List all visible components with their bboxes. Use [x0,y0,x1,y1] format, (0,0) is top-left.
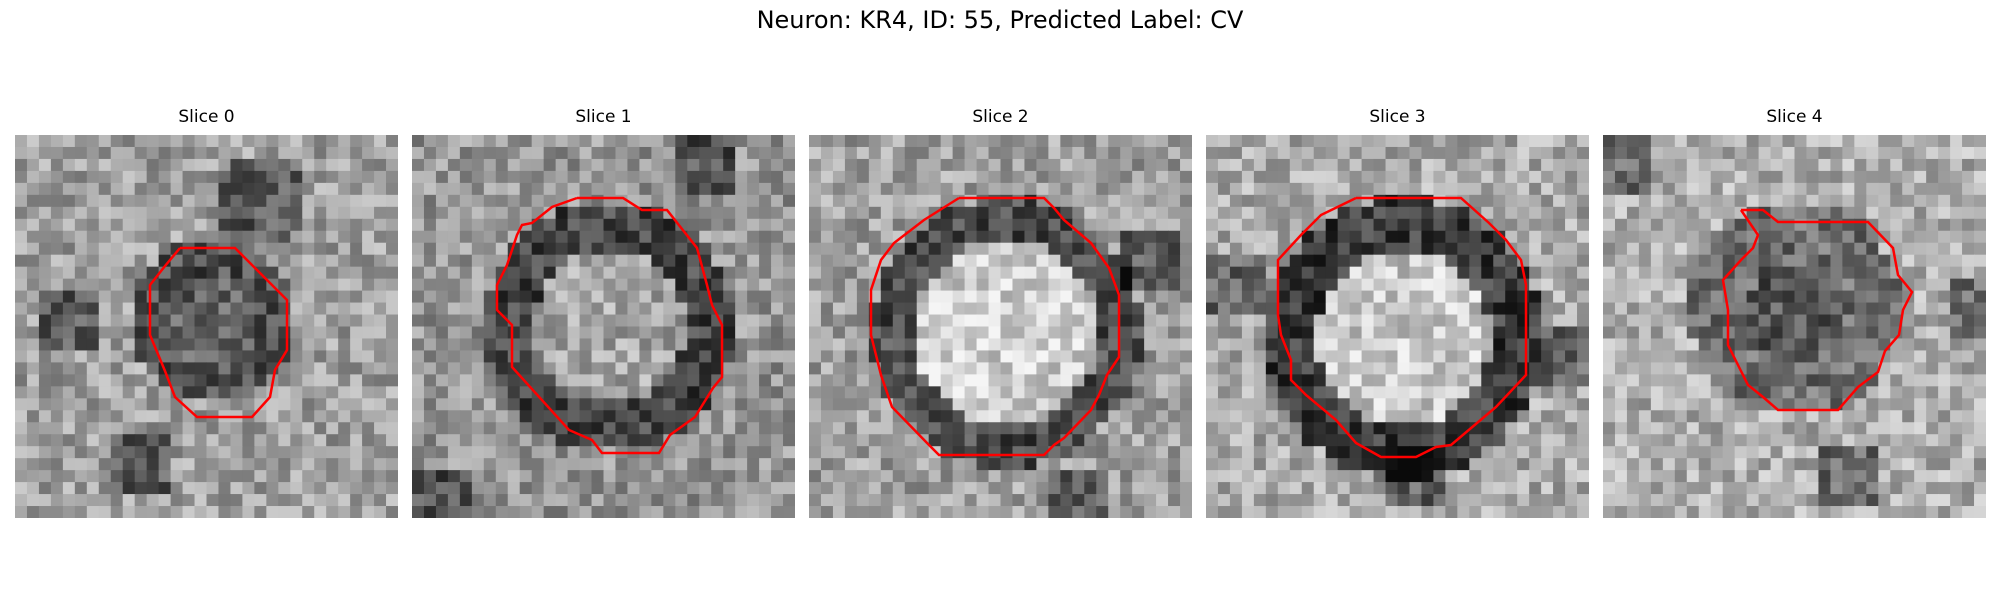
slice-panel-4: Slice 4 [1603,107,1986,519]
slice-image-2 [809,135,1192,518]
contour-outline-4 [1721,208,1914,412]
slice-title-2: Slice 2 [972,107,1029,127]
contour-outline-0 [148,246,289,419]
slice-panel-0: Slice 0 [15,107,398,519]
contour-outline-3 [1276,196,1528,459]
slice-image-4 [1603,135,1986,518]
slice-title-4: Slice 4 [1766,107,1823,127]
slice-panel-3: Slice 3 [1206,107,1589,519]
slice-panel-2: Slice 2 [809,107,1192,519]
figure-title: Neuron: KR4, ID: 55, Predicted Label: CV [756,6,1244,34]
slice-title-1: Slice 1 [575,107,632,127]
slice-image-3 [1206,135,1589,518]
slice-title-0: Slice 0 [178,107,235,127]
slice-title-3: Slice 3 [1369,107,1426,127]
contour-outline-2 [869,196,1121,457]
contour-outline-1 [495,196,724,455]
slice-image-0 [15,135,398,518]
slice-image-1 [412,135,795,518]
slice-panel-1: Slice 1 [412,107,795,519]
